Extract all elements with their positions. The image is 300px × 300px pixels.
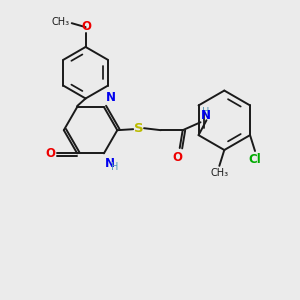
Text: N: N — [200, 109, 211, 122]
Text: O: O — [173, 151, 183, 164]
Text: N: N — [106, 91, 116, 104]
Text: O: O — [82, 20, 92, 33]
Text: CH₃: CH₃ — [210, 168, 228, 178]
Text: H: H — [111, 162, 118, 172]
Text: CH₃: CH₃ — [52, 17, 70, 27]
Text: N: N — [105, 157, 115, 170]
Text: H: H — [202, 107, 209, 117]
Text: Cl: Cl — [249, 153, 261, 166]
Text: O: O — [45, 147, 56, 160]
Text: S: S — [134, 122, 144, 135]
